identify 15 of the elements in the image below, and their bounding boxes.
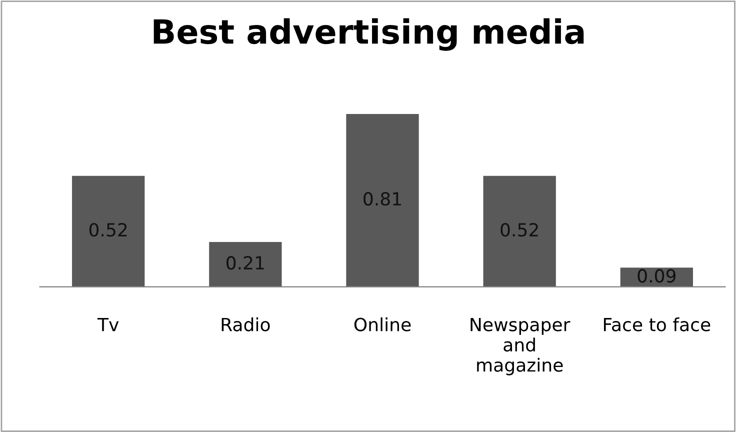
data-label: 0.52 [89, 222, 127, 237]
bar [346, 114, 419, 287]
data-label: 0.09 [638, 269, 676, 283]
data-label: 0.81 [364, 192, 401, 206]
chart-title: Best advertising media [154, 18, 584, 51]
data-label: 0.52 [500, 222, 538, 237]
data-label: 0.21 [226, 256, 264, 270]
bar [72, 176, 145, 287]
x-tick-label: Newspaper and magazine [470, 318, 570, 376]
x-tick-label: Online [354, 317, 411, 332]
x-tick-label: Tv [97, 318, 119, 332]
bar [209, 242, 282, 287]
x-tick-label: Radio [222, 317, 270, 332]
x-tick-label: Face to face [604, 317, 710, 332]
bar [483, 176, 556, 287]
